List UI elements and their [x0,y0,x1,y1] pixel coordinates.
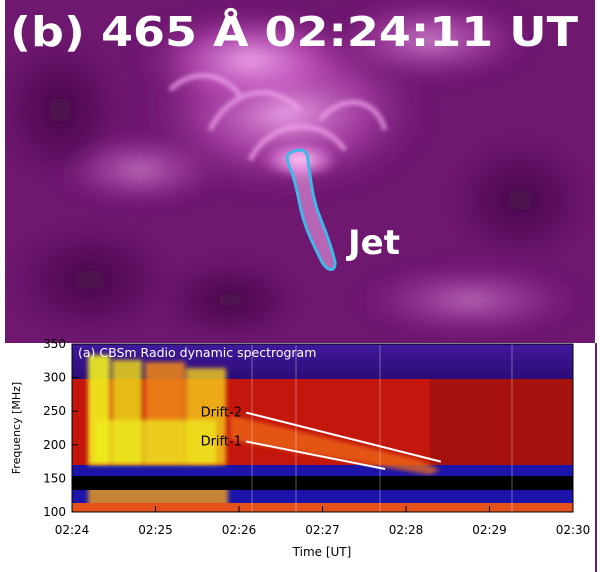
x-axis: 02:24 02:25 02:26 02:27 02:28 02:29 02:30 [55,506,591,537]
x-tick-label: 02:29 [472,523,507,537]
euv-texture [5,0,590,340]
y-tick-label: 150 [43,471,66,485]
spectrogram-panel: (a) CBSm Radio dynamic spectrogram Drift… [10,337,590,559]
x-tick-label: 02:26 [222,523,257,537]
x-tick-label: 02:27 [305,523,340,537]
x-tick-label: 02:25 [138,523,173,537]
x-tick-label: 02:30 [556,523,591,537]
y-axis-label: Frequency [MHz] [10,382,23,474]
y-axis: 100 150 200 250 300 350 [43,337,78,519]
y-tick-label: 250 [43,404,66,418]
y-tick-label: 100 [43,505,66,519]
drift-line-1 [245,411,442,463]
spectrogram-heatmap [72,344,573,512]
y-tick-label: 300 [43,371,66,385]
drift-annotations: Drift-2 Drift-1 [201,406,442,470]
x-tick-label: 02:24 [55,523,90,537]
bright-loops [168,73,388,162]
jet-label: Jet [346,223,400,263]
drift-label-2: Drift-1 [201,434,242,449]
y-tick-label: 200 [43,438,66,452]
drift-line-2 [245,440,386,470]
panel-b-title: (b) 465 Å 02:24:11 UT [10,7,578,56]
x-axis-label: Time [UT] [292,545,352,559]
drift-label-1: Drift-2 [201,406,242,421]
y-tick-label: 350 [43,337,66,351]
x-tick-label: 02:28 [389,523,424,537]
spectrogram-title: (a) CBSm Radio dynamic spectrogram [78,345,316,360]
jet-contour [285,148,337,271]
euv-image-panel: (b) 465 Å 02:24:11 UT Jet [5,0,595,343]
